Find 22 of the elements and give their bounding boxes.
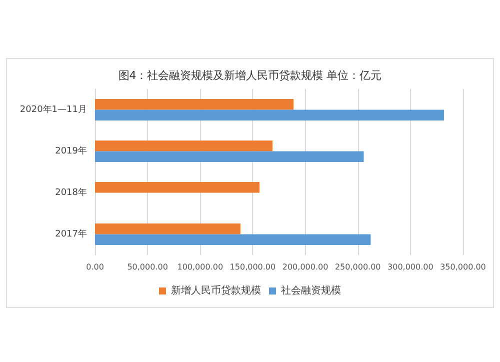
x-tick-label: 150,000.00 [230, 262, 276, 272]
y-tick-label: 2019年 [55, 145, 87, 156]
bar [95, 110, 444, 121]
bar [95, 151, 364, 162]
y-tick-label: 2020年1—11月 [20, 104, 87, 115]
bar [95, 182, 260, 193]
x-tick-label: 250,000.00 [334, 262, 381, 272]
x-tick-label: 350,000.00 [440, 262, 486, 272]
x-tick-label: 50,000.00 [127, 262, 168, 272]
bar [95, 223, 240, 234]
x-tick-label: 300,000.00 [388, 262, 434, 272]
x-tick-label: 0.00 [86, 262, 104, 272]
x-tick-label: 200,000.00 [282, 262, 328, 272]
y-tick-label: 2018年 [55, 186, 87, 198]
legend-label: 新增人民币贷款规模 [171, 284, 261, 296]
bar [95, 234, 371, 246]
bar [95, 98, 294, 110]
y-tick-label: 2017年 [55, 228, 87, 240]
chart-title: 图4：社会融资规模及新增人民币贷款规模 单位：亿元 [118, 69, 382, 82]
legend-label: 社会融资规模 [281, 284, 341, 296]
bar [95, 140, 272, 152]
x-tick-label: 100,000.00 [177, 262, 224, 272]
